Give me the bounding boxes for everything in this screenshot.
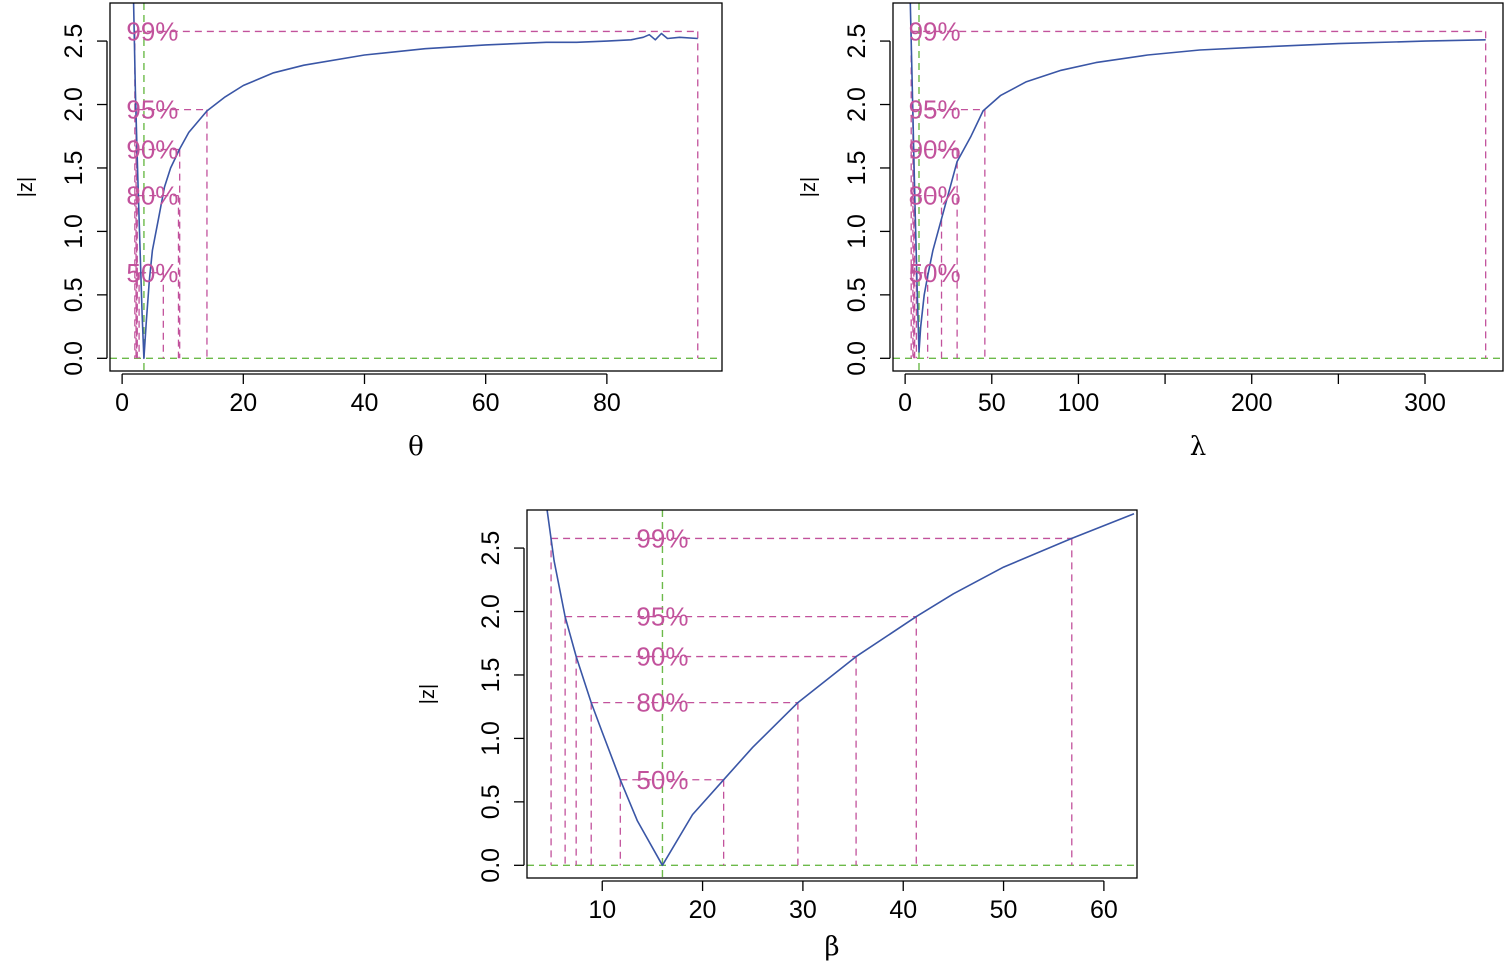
plot-frame (109, 2, 723, 372)
y-tick-label: 2.5 (60, 24, 88, 59)
confidence-label: 80% (636, 688, 688, 718)
y-tick-label: 1.0 (477, 721, 505, 756)
y-tick-label: 2.5 (843, 24, 871, 59)
y-tick-label: 2.0 (477, 594, 505, 629)
z-profile-curve (132, 3, 698, 360)
x-tick-label: 30 (789, 896, 817, 924)
plot-area-theta (110, 3, 722, 371)
y-tick-label: 1.5 (477, 658, 505, 693)
y-tick-label: 0.5 (843, 277, 871, 312)
x-axis-title: λ (1190, 432, 1206, 462)
y-tick-label: 1.5 (843, 151, 871, 186)
x-tick-label: 20 (689, 896, 717, 924)
x-tick-label: 0 (898, 389, 912, 417)
x-tick-label: 10 (588, 896, 616, 924)
y-tick-label: 2.5 (477, 531, 505, 566)
confidence-label: 95% (126, 95, 178, 125)
y-tick-label: 0.0 (843, 341, 871, 376)
x-tick-label: 40 (889, 896, 917, 924)
x-tick-label: 300 (1404, 389, 1446, 417)
x-tick-label: 40 (351, 389, 379, 417)
confidence-label: 99% (636, 523, 688, 553)
confidence-label: 99% (126, 16, 178, 46)
confidence-label: 90% (126, 135, 178, 165)
y-tick-label: 2.0 (843, 87, 871, 122)
y-axis-title: |z| (15, 177, 37, 197)
y-axis-title: |z| (417, 684, 439, 704)
y-tick-label: 0.5 (477, 784, 505, 819)
x-tick-label: 80 (593, 389, 621, 417)
plot-area-lambda (893, 3, 1503, 371)
y-tick-label: 0.5 (60, 277, 88, 312)
confidence-label: 50% (636, 765, 688, 795)
y-tick-label: 1.0 (60, 214, 88, 249)
x-tick-label: 20 (229, 389, 257, 417)
x-tick-label: 60 (1090, 896, 1118, 924)
x-axis-title: β (824, 932, 839, 962)
y-tick-label: 1.5 (60, 151, 88, 186)
x-tick-label: 200 (1231, 389, 1273, 417)
confidence-label: 95% (636, 602, 688, 632)
confidence-label: 95% (909, 95, 961, 125)
confidence-label: 80% (909, 181, 961, 211)
x-tick-label: 50 (990, 896, 1018, 924)
plot-area-beta (527, 510, 1137, 878)
x-axis-title: θ (408, 432, 424, 462)
y-tick-label: 1.0 (843, 214, 871, 249)
confidence-label: 90% (636, 642, 688, 672)
x-tick-label: 100 (1058, 389, 1100, 417)
y-tick-label: 0.0 (477, 848, 505, 883)
z-profile-curve (909, 3, 1486, 353)
panel-beta: 50% 80% 90% 95% 99% 10 20 30 40 50 60 β 0.0 0.5 1.0 1.5… (417, 509, 1138, 962)
confidence-label: 50% (909, 258, 961, 288)
panel-theta: 50% 80% 90% 95% 99% 0 20 40 60 80 θ 0.0 0.5 1.0 1.5 2.0… (15, 2, 723, 462)
confidence-label: 99% (909, 16, 961, 46)
confidence-label: 80% (126, 181, 178, 211)
panel-lambda: 50% 80% 90% 95% 99% 0 50 100 200 300 λ 0.0 0.5 1.0 1.5… (798, 2, 1504, 462)
confidence-label: 90% (909, 135, 961, 165)
z-profile-curve (546, 510, 1135, 867)
y-tick-label: 0.0 (60, 341, 88, 376)
y-tick-label: 2.0 (60, 87, 88, 122)
x-tick-label: 50 (978, 389, 1006, 417)
plot-frame (526, 509, 1138, 879)
confidence-label: 50% (126, 258, 178, 288)
y-axis-title: |z| (798, 177, 820, 197)
x-tick-label: 0 (115, 389, 129, 417)
plot-frame (892, 2, 1504, 372)
x-tick-label: 60 (472, 389, 500, 417)
